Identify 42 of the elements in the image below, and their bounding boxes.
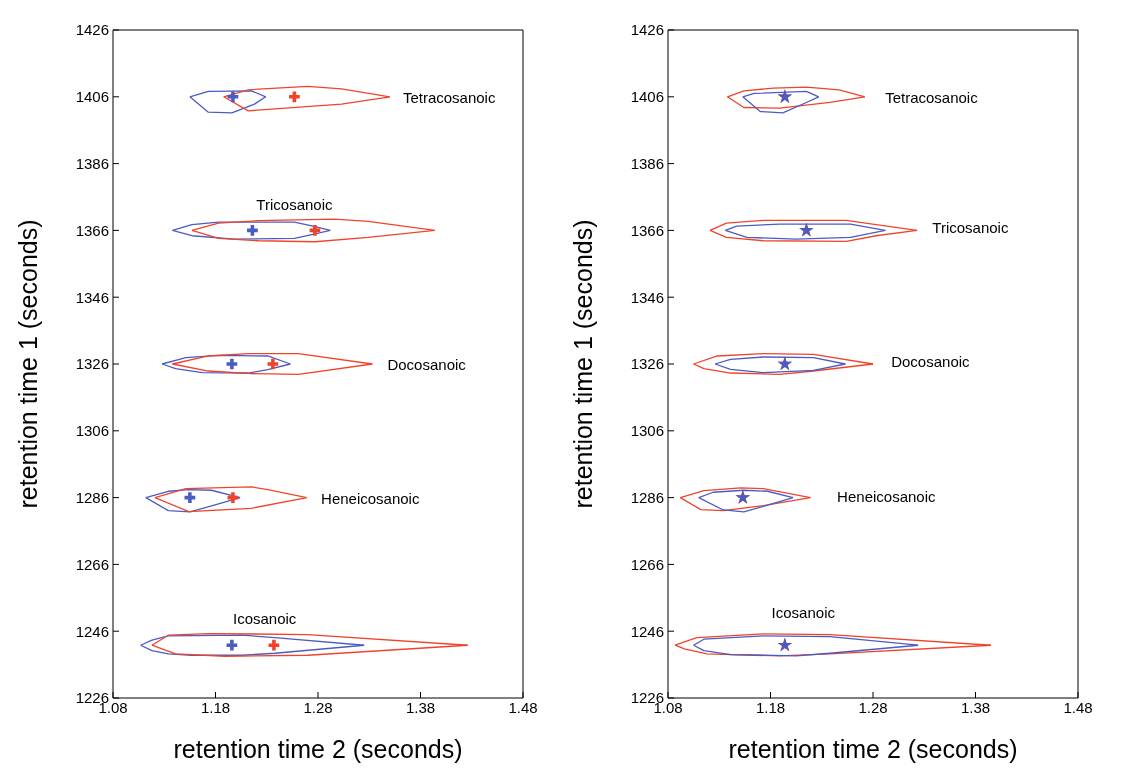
y-tick-label: 1346 (75, 288, 109, 306)
x-tick-label: 1.38 (960, 698, 991, 716)
annotation: Heneicosanoic (321, 489, 420, 507)
annotation: Heneicosanoic (837, 487, 936, 505)
annotation: Icosanoic (233, 609, 297, 627)
annotation: Tricosanoic (256, 195, 333, 213)
y-axis-title: retention time 1 (seconds) (13, 219, 42, 509)
y-axis-title: retention time 1 (seconds) (568, 219, 597, 509)
annotation: Icosanoic (771, 603, 835, 621)
y-tick-label: 1386 (75, 154, 109, 172)
annotation: Tetracosanoic (885, 88, 978, 106)
y-tick-label: 1286 (630, 488, 664, 506)
x-tick-label: 1.18 (755, 698, 786, 716)
y-tick-label: 1406 (630, 88, 664, 106)
y-tick-label: 1246 (75, 622, 109, 640)
y-tick-label: 1346 (630, 288, 664, 306)
x-axis-title: retention time 2 (seconds) (728, 735, 1018, 763)
x-tick-label: 1.28 (303, 698, 333, 716)
y-tick-label: 1286 (75, 488, 109, 506)
y-tick-label: 1326 (75, 355, 109, 373)
annotation: Docosanoic (387, 355, 466, 373)
x-axis-title: retention time 2 (seconds) (173, 735, 463, 763)
annotation: Docosanoic (891, 352, 970, 370)
y-tick-label: 1366 (630, 221, 664, 239)
y-tick-label: 1266 (75, 555, 109, 573)
y-tick-label: 1326 (630, 355, 664, 373)
x-tick-label: 1.48 (1063, 698, 1093, 716)
y-tick-label: 1386 (630, 154, 664, 172)
x-tick-label: 1.48 (508, 698, 538, 716)
y-tick-label: 1366 (75, 221, 109, 239)
y-tick-label: 1266 (630, 555, 664, 573)
x-tick-label: 1.28 (858, 698, 888, 716)
x-tick-label: 1.38 (405, 698, 436, 716)
y-tick-label: 1246 (630, 622, 664, 640)
y-tick-label: 1306 (630, 422, 664, 440)
y-tick-label: 1306 (75, 422, 109, 440)
y-tick-label: 1426 (630, 21, 664, 39)
annotation: Tetracosanoic (402, 88, 496, 106)
y-tick-label: 1406 (75, 88, 109, 106)
annotation: Tricosanoic (932, 218, 1009, 236)
y-tick-label: 1426 (75, 21, 109, 39)
x-tick-label: 1.18 (200, 698, 231, 716)
